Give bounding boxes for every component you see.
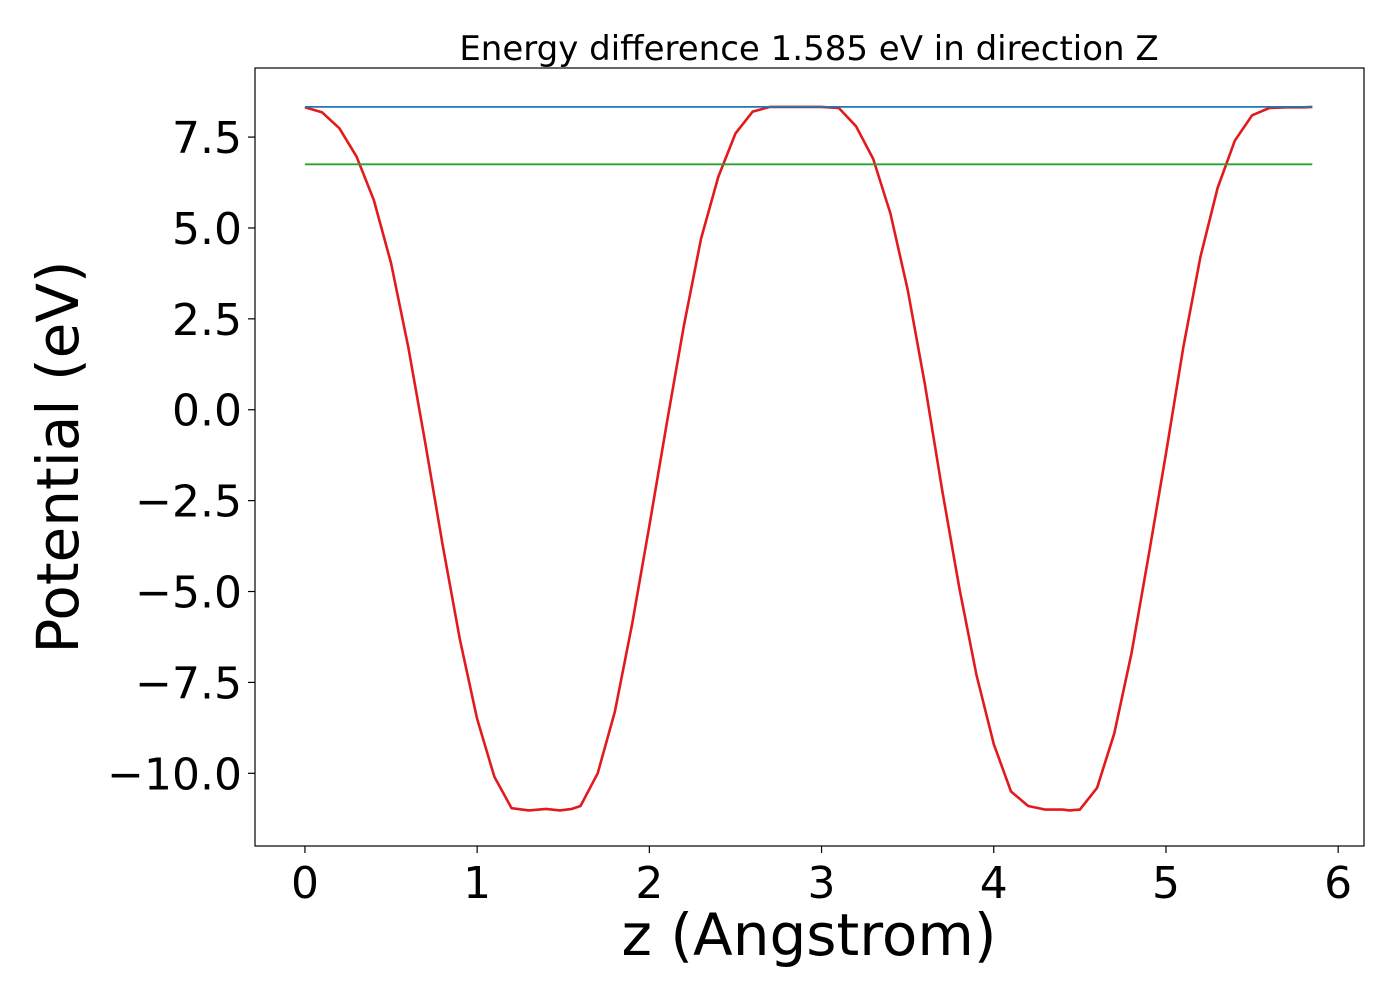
y-tick-label: −10.0 [107, 749, 242, 800]
x-tick-label: 6 [1324, 858, 1352, 909]
x-tick-label: 2 [635, 858, 663, 909]
plot-area [254, 67, 1365, 847]
x-tick-label: 5 [1152, 858, 1180, 909]
potential-curve [304, 105, 1313, 812]
x-axis-ticks: 0 1 2 3 4 5 6 [291, 846, 1352, 909]
x-tick-label: 3 [808, 858, 836, 909]
series-layer [304, 105, 1313, 812]
x-axis-label: z (Angstrom) [622, 901, 997, 969]
chart-title: Energy difference 1.585 eV in direction … [459, 29, 1158, 69]
y-tick-label: −7.5 [135, 658, 242, 709]
y-tick-label: 7.5 [172, 113, 242, 164]
y-tick-label: 5.0 [172, 204, 242, 255]
y-axis-label: Potential (eV) [24, 260, 92, 653]
x-tick-label: 0 [291, 858, 319, 909]
axes-frame [254, 67, 1365, 847]
y-tick-label: −5.0 [135, 568, 242, 619]
x-tick-label: 1 [463, 858, 491, 909]
y-axis-ticks: −10.0 −7.5 −5.0 −2.5 0.0 2.5 5.0 7.5 [107, 113, 255, 800]
y-tick-label: 2.5 [172, 295, 242, 346]
y-tick-label: 0.0 [172, 386, 242, 437]
x-tick-label: 4 [980, 858, 1008, 909]
y-tick-label: −2.5 [135, 477, 242, 528]
